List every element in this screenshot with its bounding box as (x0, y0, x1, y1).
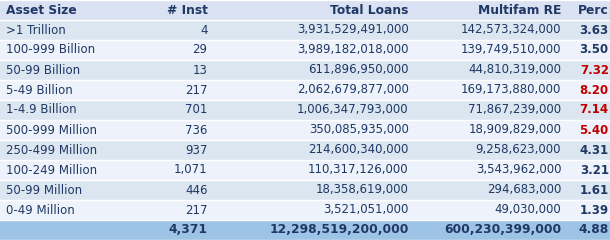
Text: 29: 29 (192, 43, 207, 56)
Text: 100-249 Million: 100-249 Million (6, 163, 97, 176)
Text: 3.63: 3.63 (580, 24, 609, 36)
Bar (0, 140, 610, 160)
Text: 1-4.9 Billion: 1-4.9 Billion (6, 103, 77, 116)
Text: 3,989,182,018,000: 3,989,182,018,000 (297, 43, 409, 56)
Text: 4: 4 (200, 24, 207, 36)
Text: 701: 701 (185, 103, 207, 116)
Text: 1,006,347,793,000: 1,006,347,793,000 (297, 103, 409, 116)
Text: 7.32: 7.32 (580, 64, 609, 77)
Bar (0, 0, 610, 20)
Text: 3.50: 3.50 (580, 43, 609, 56)
Text: 600,230,399,000: 600,230,399,000 (444, 223, 561, 236)
Text: 139,749,510,000: 139,749,510,000 (461, 43, 561, 56)
Text: 50-99 Billion: 50-99 Billion (6, 64, 81, 77)
Text: 350,085,935,000: 350,085,935,000 (309, 124, 409, 137)
Bar (0, 100, 610, 120)
Text: 3,543,962,000: 3,543,962,000 (476, 163, 561, 176)
Text: 44,810,319,000: 44,810,319,000 (468, 64, 561, 77)
Text: 446: 446 (185, 184, 207, 197)
Text: Multifam RE: Multifam RE (478, 4, 561, 17)
Text: 611,896,950,000: 611,896,950,000 (308, 64, 409, 77)
Text: 13: 13 (193, 64, 207, 77)
Text: 217: 217 (185, 204, 207, 216)
Text: 1,071: 1,071 (174, 163, 207, 176)
Text: 1.39: 1.39 (580, 204, 609, 216)
Text: 12,298,519,200,000: 12,298,519,200,000 (270, 223, 409, 236)
Text: 9,258,623,000: 9,258,623,000 (476, 144, 561, 156)
Text: 3.21: 3.21 (580, 163, 609, 176)
Text: 71,867,239,000: 71,867,239,000 (468, 103, 561, 116)
Text: 1.61: 1.61 (580, 184, 609, 197)
Text: 250-499 Million: 250-499 Million (6, 144, 97, 156)
Text: 110,317,126,000: 110,317,126,000 (308, 163, 409, 176)
Text: 50-99 Million: 50-99 Million (6, 184, 82, 197)
Text: 0-49 Million: 0-49 Million (6, 204, 75, 216)
Text: Perc: Perc (578, 4, 609, 17)
Text: 217: 217 (185, 84, 207, 96)
Bar (0, 80, 610, 100)
Text: 736: 736 (185, 124, 207, 137)
Text: 3,521,051,000: 3,521,051,000 (323, 204, 409, 216)
Bar (0, 160, 610, 180)
Bar (0, 20, 610, 40)
Text: 4.31: 4.31 (580, 144, 609, 156)
Text: 100-999 Billion: 100-999 Billion (6, 43, 95, 56)
Text: 5.40: 5.40 (580, 124, 609, 137)
Text: 8.20: 8.20 (580, 84, 609, 96)
Bar (0, 120, 610, 140)
Text: 3,931,529,491,000: 3,931,529,491,000 (297, 24, 409, 36)
Text: 49,030,000: 49,030,000 (495, 204, 561, 216)
Text: 294,683,000: 294,683,000 (487, 184, 561, 197)
Text: # Inst: # Inst (167, 4, 207, 17)
Text: 169,173,880,000: 169,173,880,000 (461, 84, 561, 96)
Text: 142,573,324,000: 142,573,324,000 (461, 24, 561, 36)
Text: 18,909,829,000: 18,909,829,000 (468, 124, 561, 137)
Text: Total Loans: Total Loans (331, 4, 409, 17)
Bar (0, 220, 610, 240)
Bar (0, 180, 610, 200)
Text: 7.14: 7.14 (580, 103, 609, 116)
Text: 937: 937 (185, 144, 207, 156)
Text: 4.88: 4.88 (578, 223, 609, 236)
Bar (0, 200, 610, 220)
Text: >1 Trillion: >1 Trillion (6, 24, 66, 36)
Bar (0, 40, 610, 60)
Text: 500-999 Million: 500-999 Million (6, 124, 97, 137)
Text: Asset Size: Asset Size (6, 4, 77, 17)
Text: 18,358,619,000: 18,358,619,000 (316, 184, 409, 197)
Text: 4,371: 4,371 (168, 223, 207, 236)
Bar (0, 60, 610, 80)
Text: 214,600,340,000: 214,600,340,000 (308, 144, 409, 156)
Text: 2,062,679,877,000: 2,062,679,877,000 (297, 84, 409, 96)
Text: 5-49 Billion: 5-49 Billion (6, 84, 73, 96)
